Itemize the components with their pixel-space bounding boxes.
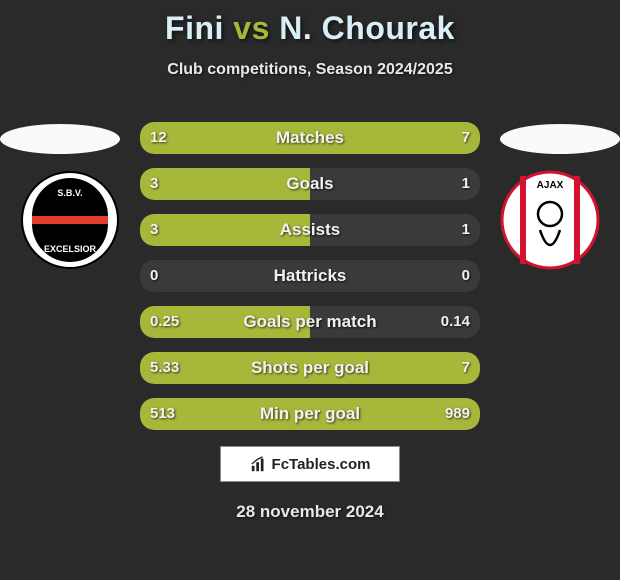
stat-row: 00Hattricks [140,260,480,292]
stat-label: Min per goal [140,398,480,430]
stat-row: 127Matches [140,122,480,154]
stat-label: Goals [140,168,480,200]
stat-row: 0.250.14Goals per match [140,306,480,338]
stat-label: Matches [140,122,480,154]
svg-text:AJAX: AJAX [537,180,564,191]
stat-label: Goals per match [140,306,480,338]
stat-row: 513989Min per goal [140,398,480,430]
player2-crest: AJAX [500,170,600,270]
page-title: Fini vs N. Chourak [0,0,620,47]
subtitle: Club competitions, Season 2024/2025 [0,61,620,79]
footer-site: FcTables.com [272,456,371,473]
player2-avatar [500,124,620,154]
player1-crest: S.B.V. EXCELSIOR [20,170,120,270]
svg-text:EXCELSIOR: EXCELSIOR [44,244,97,254]
chart-icon [250,455,268,473]
footer-date: 28 november 2024 [0,502,620,522]
player1-avatar [0,124,120,154]
player2-name: N. Chourak [279,10,455,46]
stat-label: Assists [140,214,480,246]
vs-separator: vs [233,10,270,46]
stat-label: Hattricks [140,260,480,292]
stat-label: Shots per goal [140,352,480,384]
player1-name: Fini [165,10,224,46]
stat-row: 5.337Shots per goal [140,352,480,384]
footer-logo[interactable]: FcTables.com [220,446,400,482]
stat-row: 31Goals [140,168,480,200]
stat-row: 31Assists [140,214,480,246]
stat-rows: 127Matches 31Goals 31Assists 00Hattricks 0.2… [140,122,480,444]
svg-text:S.B.V.: S.B.V. [57,188,82,198]
